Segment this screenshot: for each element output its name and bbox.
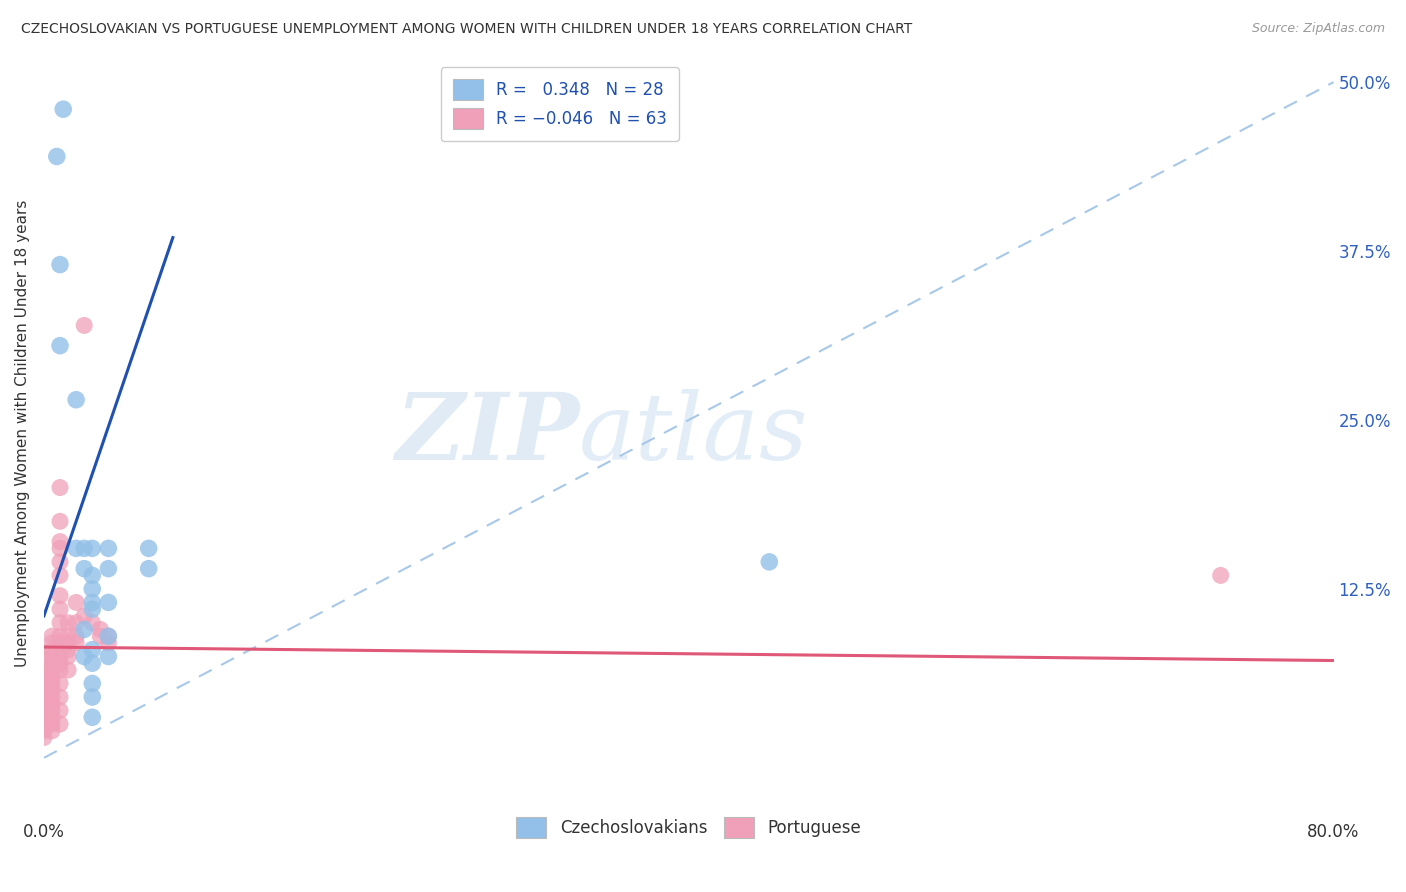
Point — [82, 642, 104, 657]
Point — [82, 615, 104, 630]
Point — [41, 690, 63, 704]
Point — [49, 629, 72, 643]
Point — [56, 649, 79, 664]
Point — [32, 663, 55, 677]
Text: CZECHOSLOVAKIAN VS PORTUGUESE UNEMPLOYMENT AMONG WOMEN WITH CHILDREN UNDER 18 YE: CZECHOSLOVAKIAN VS PORTUGUESE UNEMPLOYME… — [21, 22, 912, 37]
Point — [49, 514, 72, 528]
Point — [82, 568, 104, 582]
Point — [52, 102, 75, 116]
Point — [41, 683, 63, 698]
Point — [97, 636, 120, 650]
Point — [41, 636, 63, 650]
Point — [65, 595, 87, 609]
Point — [97, 649, 120, 664]
Point — [82, 657, 104, 671]
Point — [49, 568, 72, 582]
Text: Source: ZipAtlas.com: Source: ZipAtlas.com — [1251, 22, 1385, 36]
Point — [82, 690, 104, 704]
Point — [45, 149, 67, 163]
Point — [41, 642, 63, 657]
Point — [41, 723, 63, 738]
Point — [758, 555, 780, 569]
Point — [73, 541, 96, 556]
Point — [41, 717, 63, 731]
Point — [49, 649, 72, 664]
Point — [97, 541, 120, 556]
Point — [49, 339, 72, 353]
Point — [97, 629, 120, 643]
Point — [97, 595, 120, 609]
Point — [65, 541, 87, 556]
Point — [49, 636, 72, 650]
Point — [65, 615, 87, 630]
Y-axis label: Unemployment Among Women with Children Under 18 years: Unemployment Among Women with Children U… — [15, 200, 30, 667]
Point — [41, 676, 63, 690]
Point — [41, 670, 63, 684]
Point — [56, 642, 79, 657]
Text: ZIP: ZIP — [395, 389, 579, 478]
Point — [32, 670, 55, 684]
Point — [32, 731, 55, 745]
Point — [49, 615, 72, 630]
Point — [73, 561, 96, 575]
Point — [65, 392, 87, 407]
Point — [82, 541, 104, 556]
Point — [49, 589, 72, 603]
Point — [41, 657, 63, 671]
Point — [97, 561, 120, 575]
Point — [49, 704, 72, 718]
Point — [65, 629, 87, 643]
Point — [82, 676, 104, 690]
Point — [41, 663, 63, 677]
Point — [49, 258, 72, 272]
Point — [82, 582, 104, 596]
Point — [82, 710, 104, 724]
Point — [97, 629, 120, 643]
Point — [56, 629, 79, 643]
Point — [41, 710, 63, 724]
Point — [73, 623, 96, 637]
Point — [49, 676, 72, 690]
Point — [32, 690, 55, 704]
Point — [56, 636, 79, 650]
Point — [49, 717, 72, 731]
Point — [32, 704, 55, 718]
Point — [32, 649, 55, 664]
Point — [82, 602, 104, 616]
Point — [89, 629, 111, 643]
Point — [49, 602, 72, 616]
Point — [56, 615, 79, 630]
Point — [49, 534, 72, 549]
Point — [41, 629, 63, 643]
Point — [82, 595, 104, 609]
Point — [138, 541, 160, 556]
Point — [32, 723, 55, 738]
Point — [1209, 568, 1232, 582]
Legend: Czechoslovakians, Portuguese: Czechoslovakians, Portuguese — [510, 811, 868, 845]
Point — [73, 609, 96, 624]
Point — [49, 555, 72, 569]
Text: atlas: atlas — [579, 389, 808, 478]
Point — [73, 318, 96, 333]
Point — [32, 697, 55, 711]
Point — [65, 636, 87, 650]
Point — [32, 717, 55, 731]
Point — [49, 541, 72, 556]
Point — [32, 683, 55, 698]
Point — [32, 676, 55, 690]
Point — [89, 623, 111, 637]
Point — [41, 649, 63, 664]
Point — [56, 663, 79, 677]
Point — [138, 561, 160, 575]
Point — [49, 690, 72, 704]
Point — [41, 704, 63, 718]
Point — [32, 710, 55, 724]
Point — [49, 481, 72, 495]
Point — [73, 649, 96, 664]
Point — [49, 657, 72, 671]
Point — [41, 697, 63, 711]
Point — [49, 663, 72, 677]
